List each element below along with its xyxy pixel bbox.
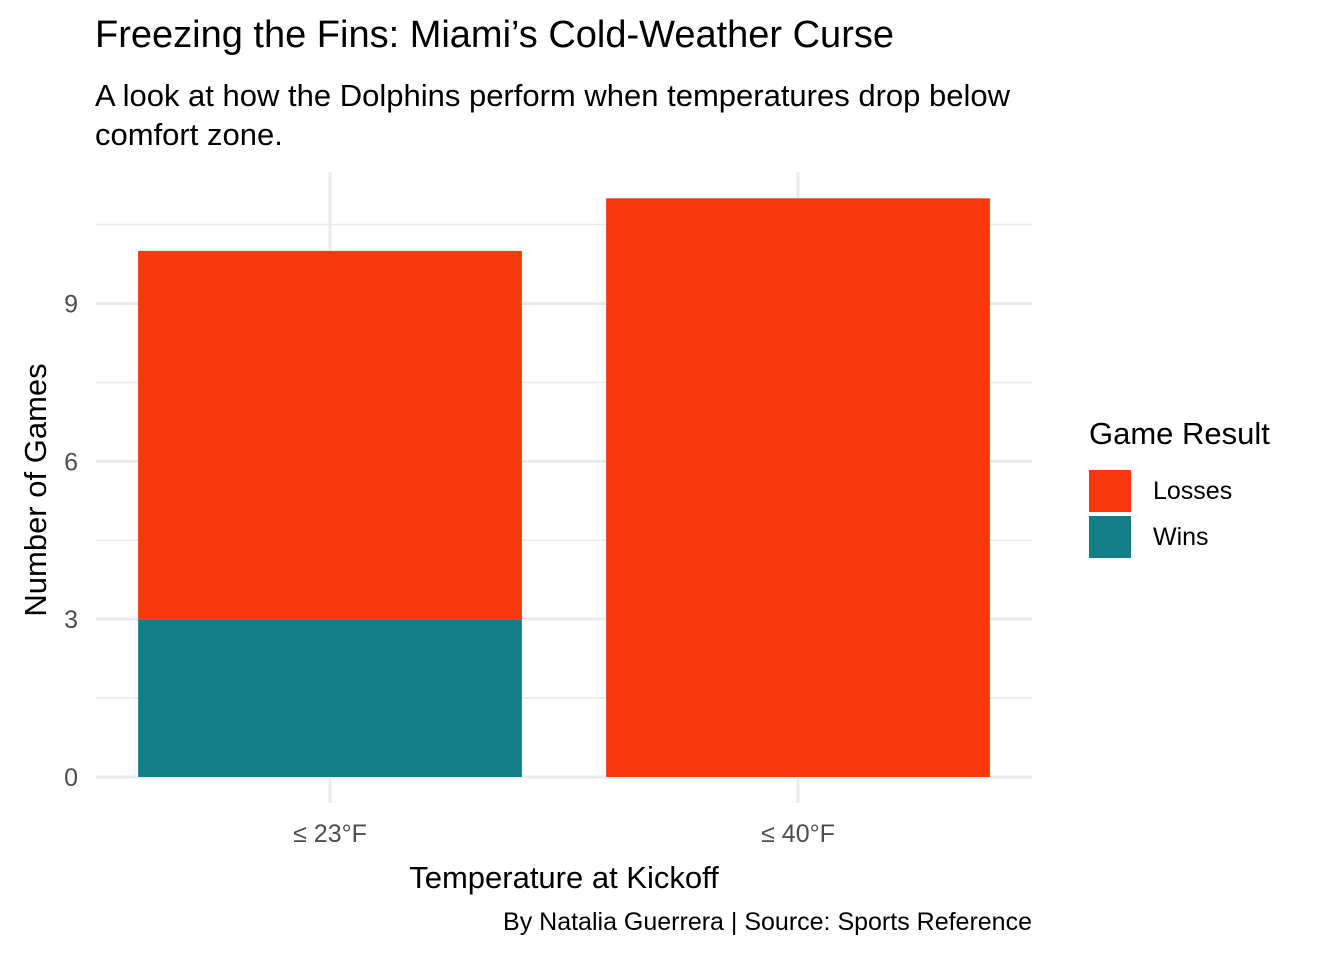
x-tick-label: ≤ 40°F <box>761 820 835 848</box>
chart-caption: By Natalia Guerrera | Source: Sports Ref… <box>503 908 1032 936</box>
y-tick-label: 0 <box>64 764 78 792</box>
x-axis-title: Temperature at Kickoff <box>409 860 719 895</box>
bar-losses-1 <box>606 198 990 778</box>
y-tick-label: 6 <box>64 448 78 476</box>
legend-items: Losses Wins <box>1089 468 1270 560</box>
legend-title: Game Result <box>1089 416 1270 451</box>
y-axis-ticks: 0 3 6 9 <box>64 291 78 792</box>
legend-key-losses <box>1089 470 1131 512</box>
legend-label: Losses <box>1153 476 1233 505</box>
y-tick-label: 9 <box>64 291 78 319</box>
legend-label: Wins <box>1153 522 1209 551</box>
x-axis-ticks: ≤ 23°F ≤ 40°F <box>293 820 835 848</box>
bar-losses-0 <box>138 250 522 620</box>
legend-item-wins: Wins <box>1089 514 1270 560</box>
bars <box>138 198 990 778</box>
x-tick-label: ≤ 23°F <box>293 820 367 848</box>
legend: Game Result Losses Wins <box>1089 416 1270 560</box>
bar-wins-0 <box>138 619 522 777</box>
chart-subtitle: A look at how the Dolphins perform when … <box>95 78 1010 152</box>
y-axis-title: Number of Games <box>18 363 53 616</box>
y-tick-label: 3 <box>64 606 78 634</box>
chart-title: Freezing the Fins: Miami’s Cold-Weather … <box>95 14 894 56</box>
legend-item-losses: Losses <box>1089 468 1270 514</box>
legend-key-wins <box>1089 516 1131 558</box>
